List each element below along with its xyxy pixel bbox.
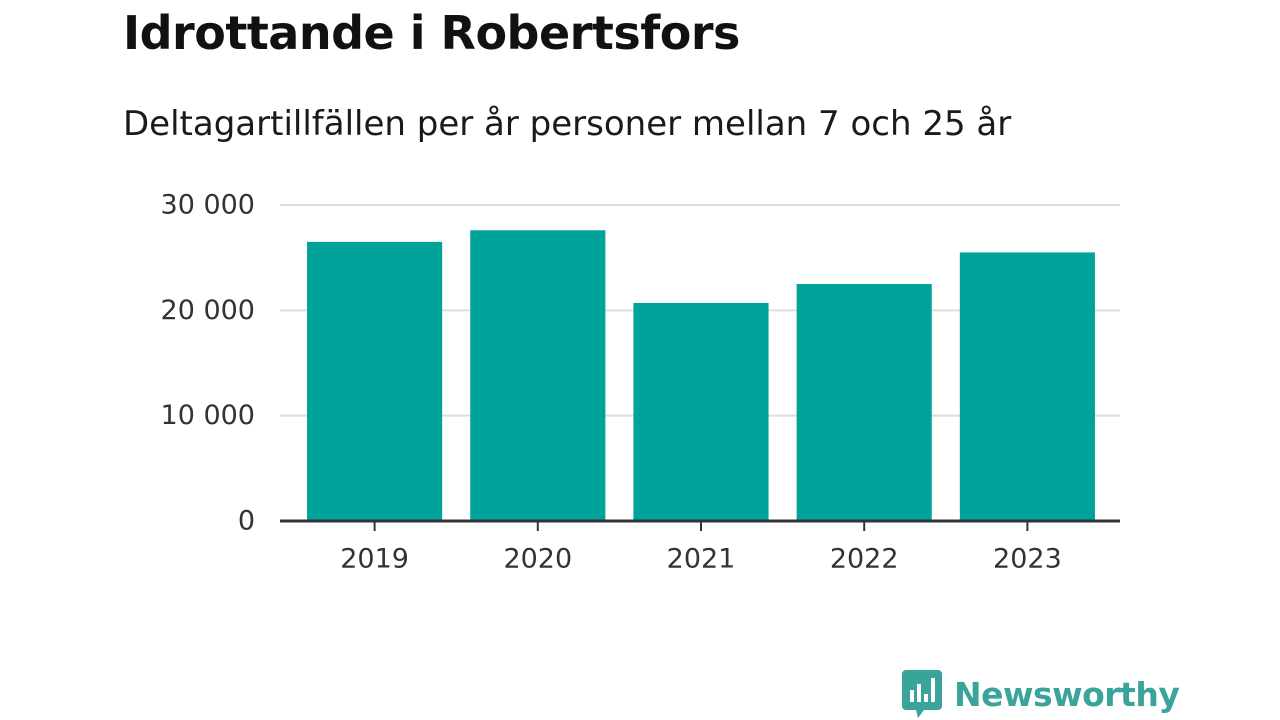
bar-2019: [307, 241, 443, 521]
bars: [307, 230, 1095, 521]
newsworthy-logo-text: Newsworthy: [954, 674, 1180, 714]
chart-title: Idrottande i Robertsfors: [123, 6, 740, 60]
y-tick-label: 0: [238, 506, 255, 537]
bar-2022: [796, 284, 932, 521]
y-tick-label: 30 000: [161, 190, 255, 221]
x-tick-label: 2021: [667, 544, 736, 575]
bar-2021: [633, 302, 769, 521]
x-tick-label: 2019: [340, 544, 409, 575]
bar-2020: [470, 230, 606, 521]
x-tick-label: 2020: [503, 544, 572, 575]
chart-subtitle: Deltagartillfällen per år personer mella…: [123, 104, 1012, 144]
bar-2023: [959, 252, 1095, 521]
axes: 0 10 000 20 000 30 000 2019 2020 2021 2022 2023: [161, 190, 1120, 575]
y-tick-label: 20 000: [161, 295, 255, 326]
newsworthy-logo-icon: [902, 670, 942, 718]
x-tick-label: 2022: [830, 544, 899, 575]
y-tick-label: 10 000: [161, 400, 255, 431]
newsworthy-logo: Newsworthy: [902, 668, 1180, 720]
bar-chart: 0 10 000 20 000 30 000 2019 2020 2021 2022 2023: [161, 190, 1120, 575]
x-tick-label: 2023: [993, 544, 1062, 575]
